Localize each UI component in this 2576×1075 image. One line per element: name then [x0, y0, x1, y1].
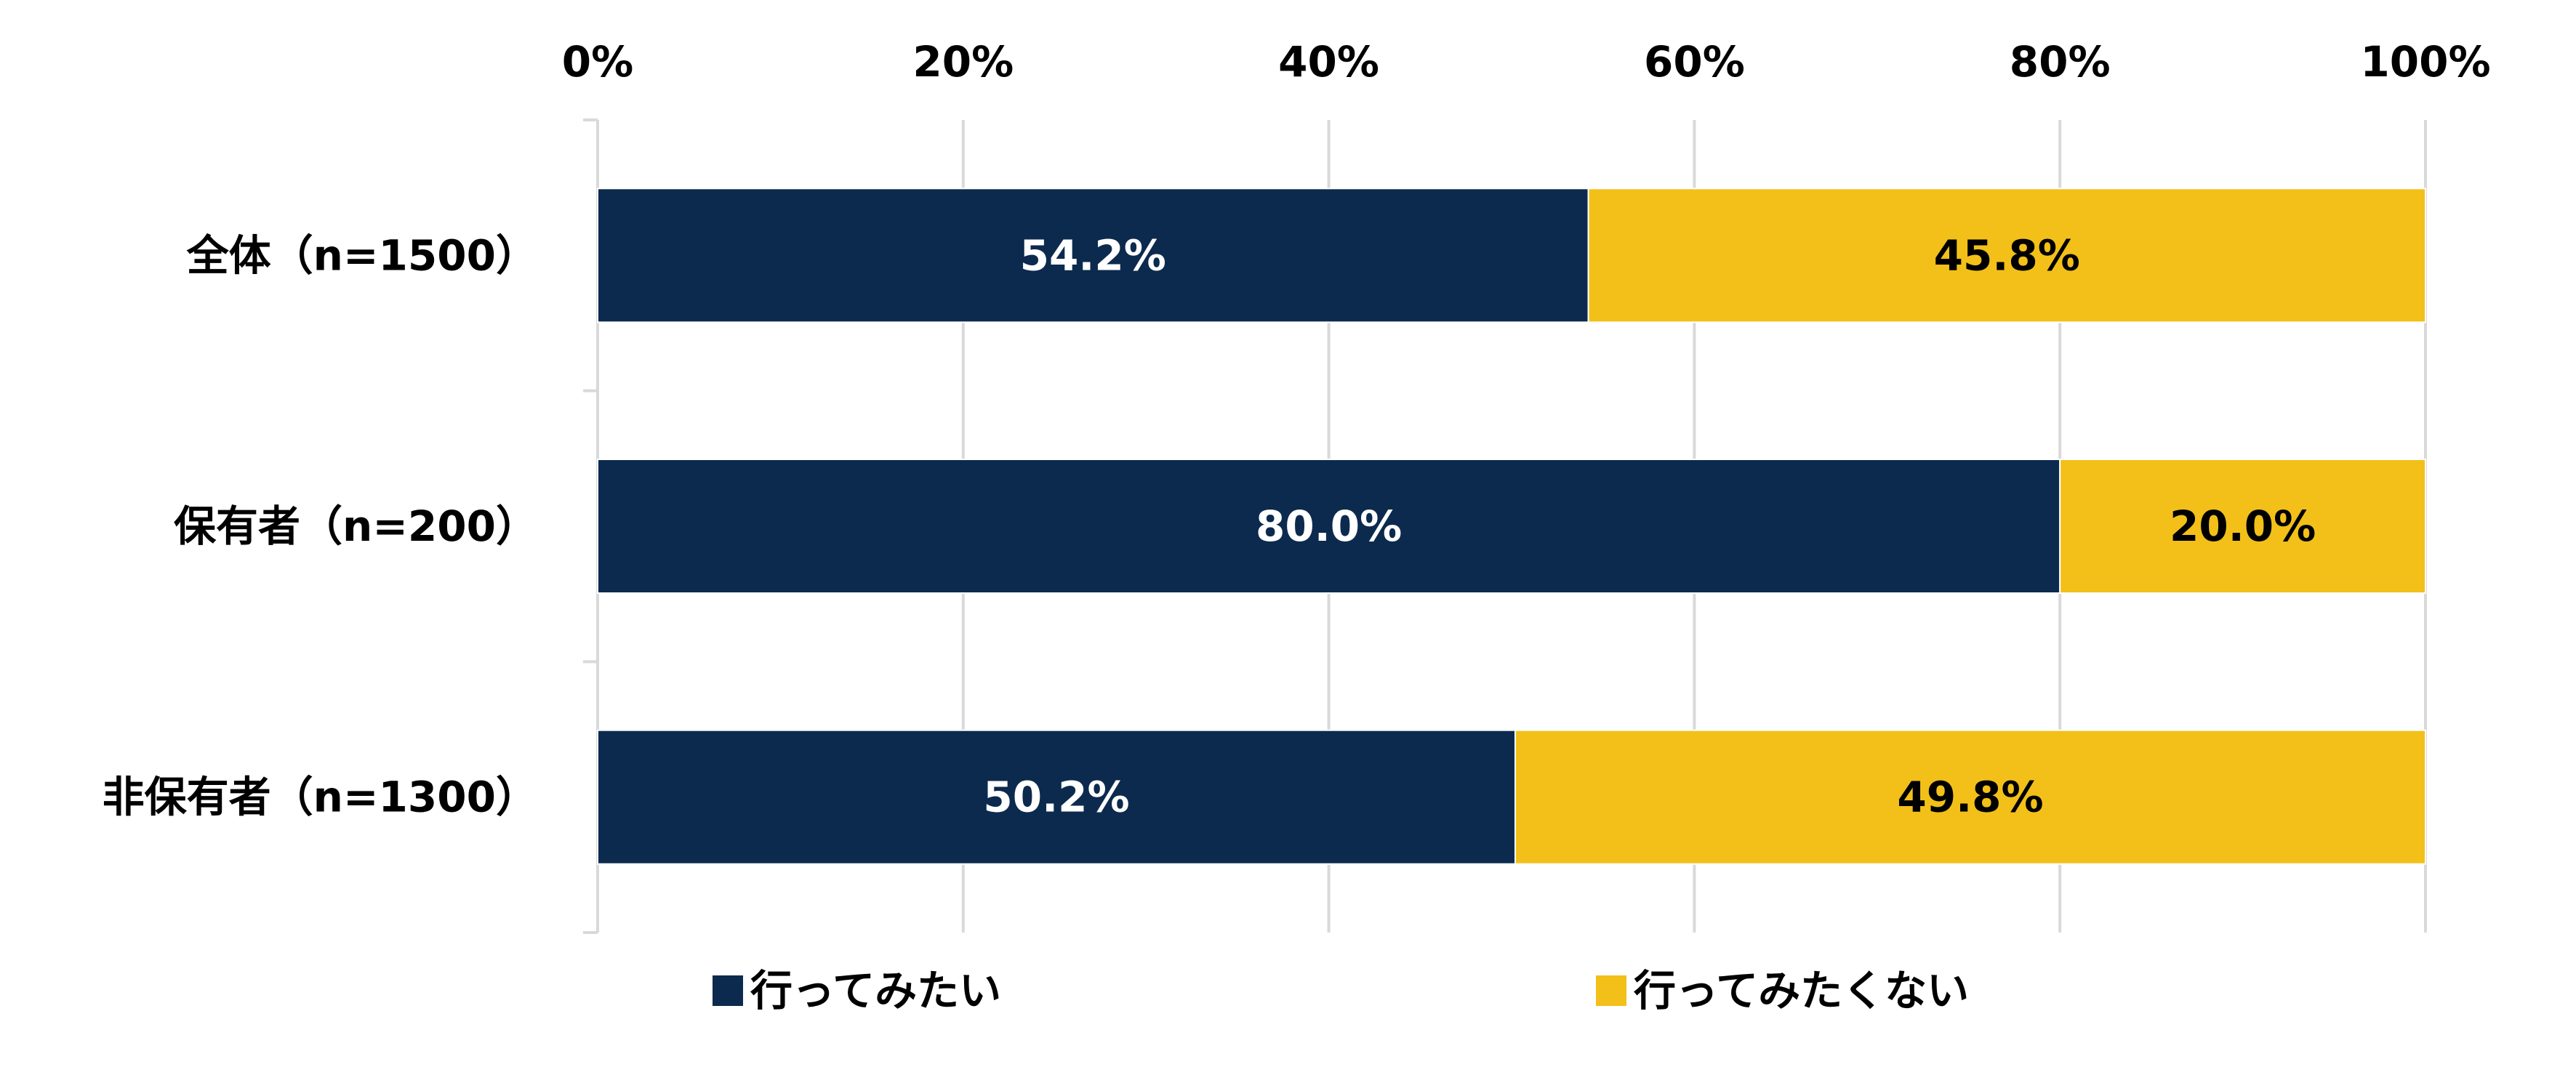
bar-segment	[597, 459, 2061, 594]
bar-segment	[597, 188, 1589, 323]
category-label: 保有者（n=200）	[174, 502, 538, 551]
legend-swatch	[1596, 975, 1626, 1006]
category-label: 全体（n=1500）	[186, 230, 538, 280]
category-labels: 全体（n=1500） 保有者（n=200） 非保有者（n=1300）	[103, 230, 538, 821]
legend: 行ってみたい 行ってみたくない	[713, 966, 1969, 1015]
bar-segment	[1587, 188, 2426, 323]
x-tick-label: 20%	[912, 37, 1014, 86]
bars: 54.2% 45.8% 80.0% 20.0% 50.2% 49.8%	[597, 188, 2427, 865]
data-label: 80.0%	[1256, 502, 1402, 551]
x-axis-tick-labels: 0% 20% 40% 60% 80% 100%	[562, 37, 2491, 86]
bar-segment	[1514, 729, 2427, 865]
bar-segment	[597, 729, 1517, 865]
category-label: 非保有者（n=1300）	[103, 773, 538, 822]
data-label: 54.2%	[1020, 230, 1166, 280]
bar-segment	[2059, 459, 2426, 594]
data-label: 50.2%	[983, 773, 1129, 822]
data-label: 49.8%	[1897, 773, 2043, 822]
x-tick-label: 60%	[1644, 37, 1745, 86]
x-tick-label: 0%	[562, 37, 633, 86]
legend-swatch	[713, 975, 743, 1006]
x-tick-label: 100%	[2360, 37, 2490, 86]
data-label: 20.0%	[2170, 502, 2316, 551]
data-label: 45.8%	[1934, 230, 2080, 280]
x-tick-label: 80%	[2010, 37, 2111, 86]
x-tick-label: 40%	[1278, 37, 1379, 86]
legend-label: 行ってみたい	[750, 966, 1001, 1015]
legend-label: 行ってみたくない	[1634, 966, 1969, 1015]
